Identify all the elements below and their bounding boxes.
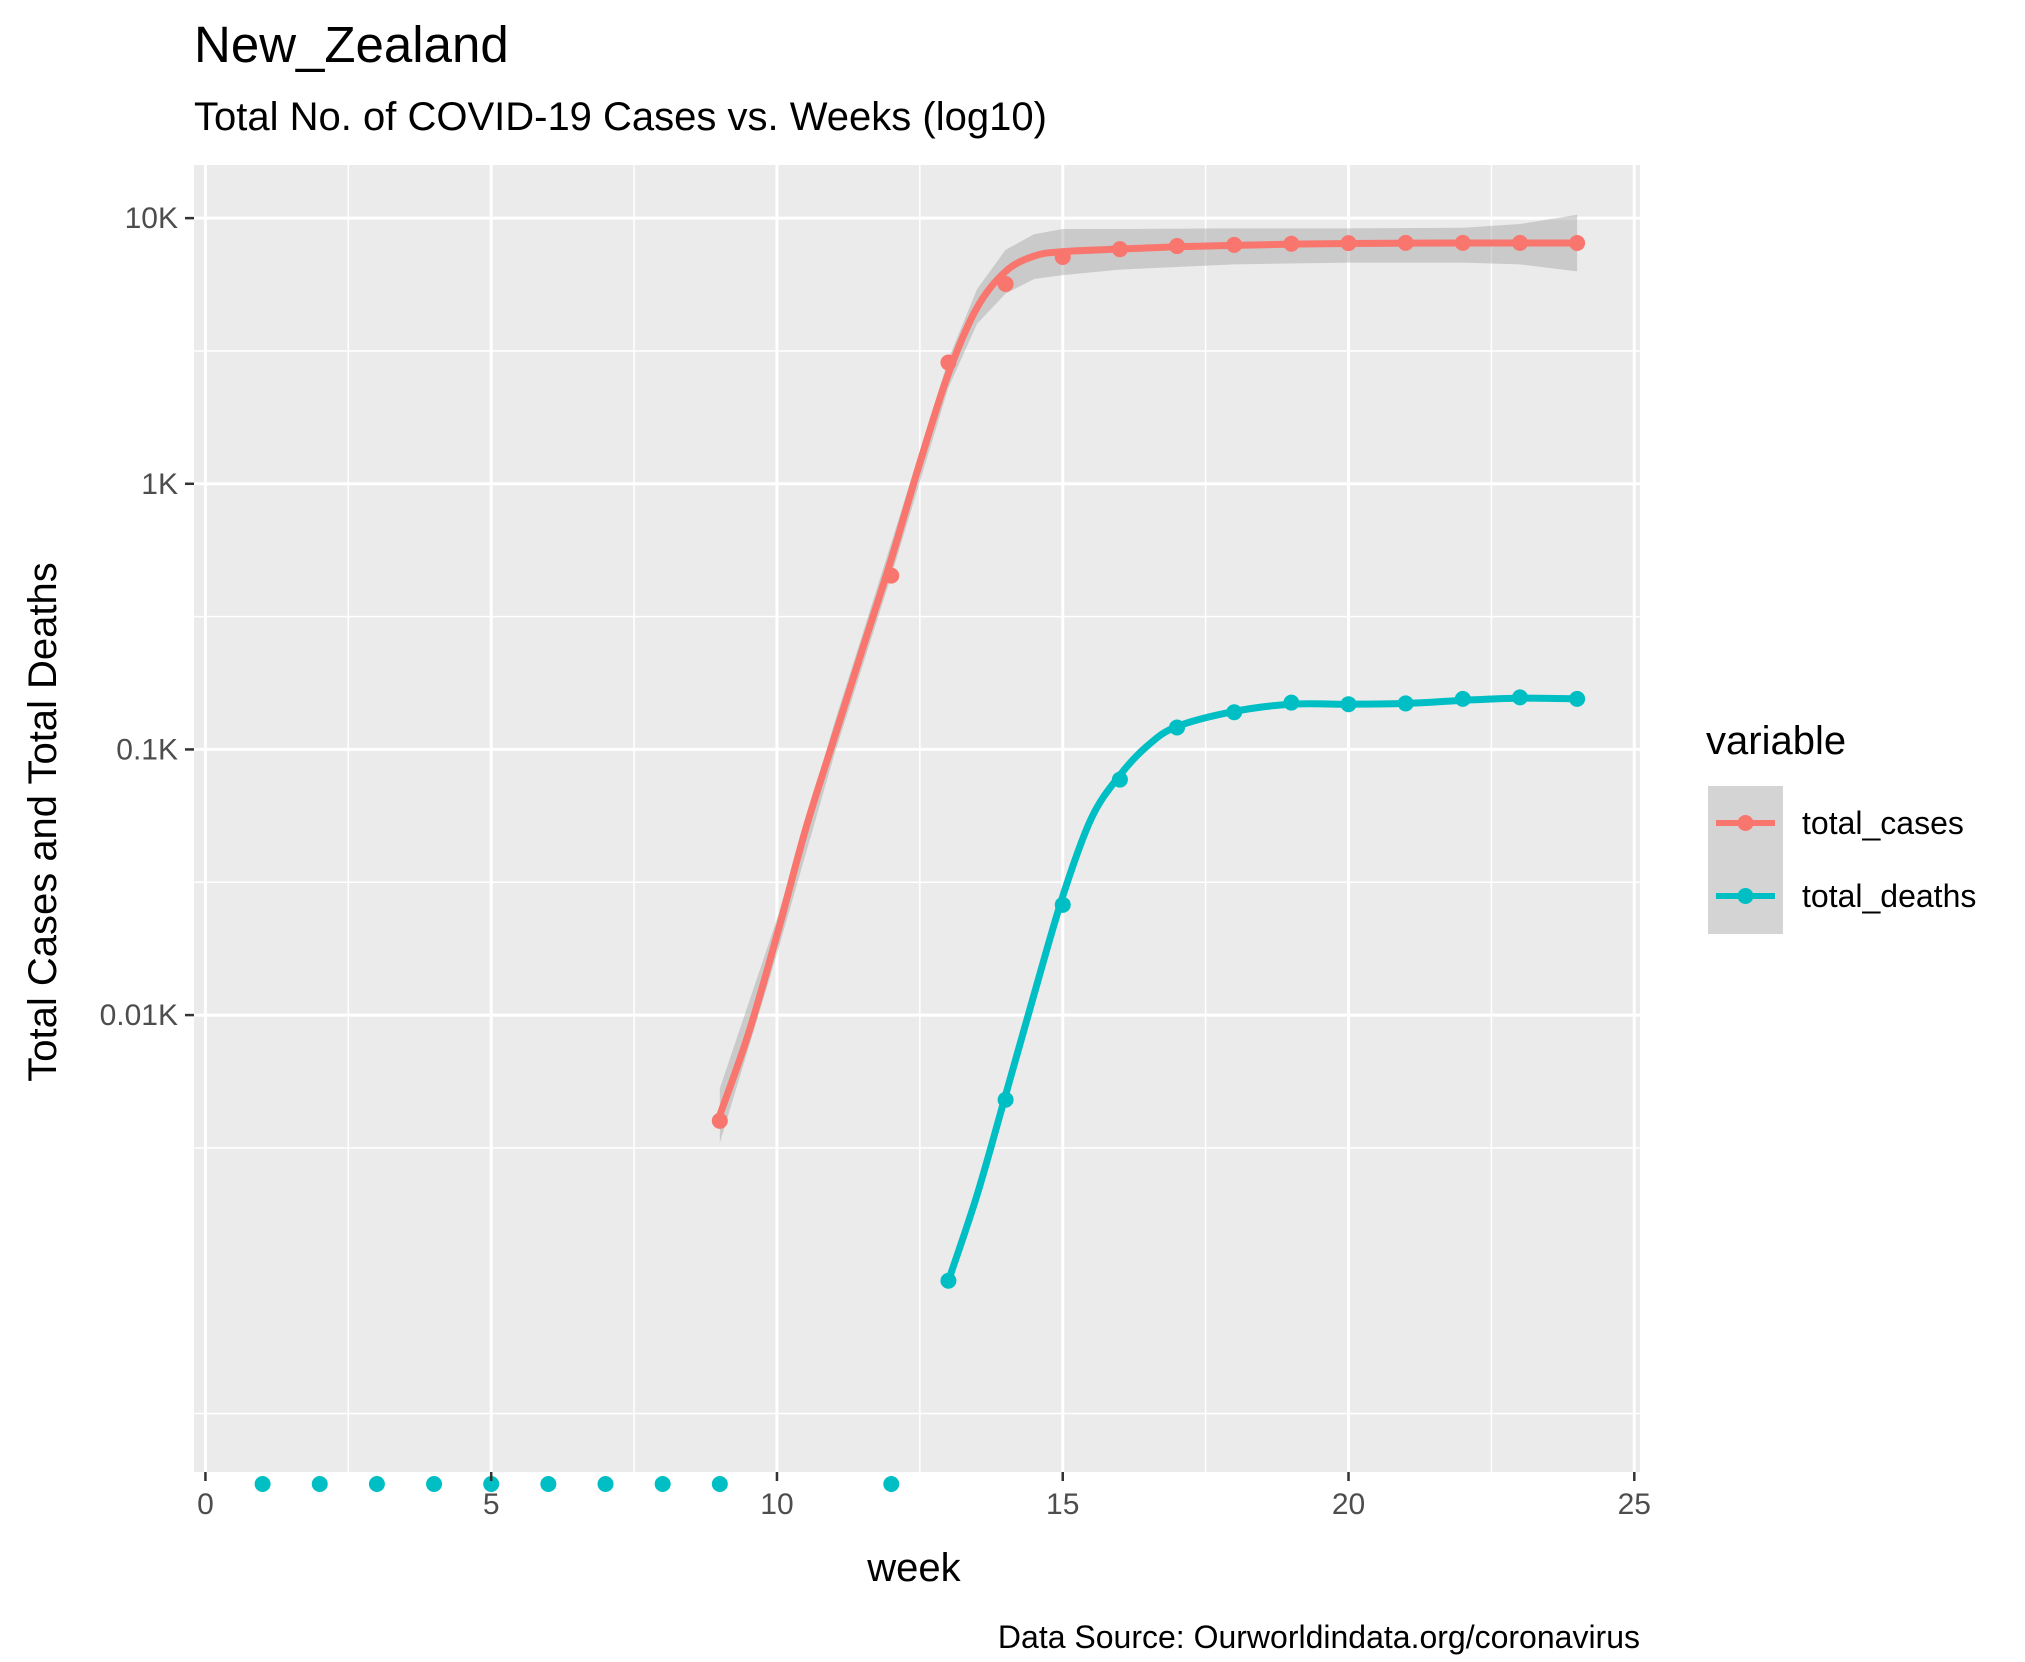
point-total_deaths	[1569, 690, 1586, 707]
chart-subtitle: Total No. of COVID-19 Cases vs. Weeks (l…	[194, 95, 1047, 139]
point-total_deaths	[1397, 695, 1414, 712]
point-total_deaths-zero	[311, 1476, 328, 1492]
point-total_deaths	[1111, 771, 1128, 788]
grid-major	[194, 165, 1640, 1472]
x-tick-label: 0	[197, 1488, 214, 1521]
y-tick-label: 0.1K	[116, 733, 178, 766]
point-total_cases	[1054, 248, 1071, 265]
point-total_deaths	[997, 1091, 1014, 1108]
x-tick-label: 25	[1618, 1488, 1651, 1521]
point-total_cases	[1169, 238, 1186, 255]
point-total_deaths	[1054, 896, 1071, 913]
point-total_deaths-zero	[483, 1476, 500, 1492]
point-total_deaths-zero	[426, 1476, 443, 1492]
point-total_cases	[997, 275, 1014, 292]
legend-key-point	[1737, 815, 1754, 831]
line-total_deaths	[944, 694, 1581, 1285]
x-tick-label: 10	[760, 1488, 793, 1521]
y-axis: 0.01K 0.1K 1K 10K	[100, 202, 194, 1032]
point-total_deaths	[1340, 696, 1357, 713]
x-tick-label: 5	[483, 1488, 500, 1521]
x-axis: 0 5 10 15 20 25	[197, 1472, 1651, 1521]
data-points	[254, 234, 1586, 1492]
point-total_cases	[1111, 241, 1128, 258]
point-total_deaths	[1283, 694, 1300, 711]
point-total_cases	[1397, 234, 1414, 251]
y-tick-label: 1K	[141, 468, 178, 501]
chart-title: New_Zealand	[194, 16, 509, 73]
point-total_deaths-zero	[711, 1476, 728, 1492]
legend-title: variable	[1706, 719, 1846, 763]
point-total_deaths	[1226, 704, 1243, 721]
point-total_cases	[940, 354, 957, 371]
point-total_cases	[711, 1112, 728, 1129]
point-total_cases	[883, 567, 900, 584]
point-total_deaths-zero	[597, 1476, 614, 1492]
point-total_deaths	[1511, 689, 1528, 706]
legend-key-point	[1737, 888, 1754, 904]
point-total_deaths-zero	[254, 1476, 271, 1492]
point-total_deaths	[940, 1272, 957, 1289]
plot-panel	[194, 165, 1640, 1492]
x-tick-label: 20	[1332, 1488, 1365, 1521]
point-total_cases	[1340, 235, 1357, 252]
point-total_deaths	[1454, 690, 1471, 707]
point-total_cases	[1454, 234, 1471, 251]
legend: variable total_cases total_deaths	[1706, 719, 1976, 934]
point-total_deaths	[1169, 719, 1186, 736]
y-tick-label: 0.01K	[100, 999, 178, 1032]
legend-key-background	[1708, 786, 1783, 934]
caption: Data Source: Ourworldindata.org/coronavi…	[998, 1619, 1640, 1655]
x-tick-label: 15	[1046, 1488, 1079, 1521]
point-total_cases	[1226, 236, 1243, 253]
point-total_deaths-zero	[883, 1476, 900, 1492]
grid-minor	[194, 165, 1640, 1472]
legend-label: total_deaths	[1802, 878, 1976, 914]
legend-keys: total_cases total_deaths	[1716, 805, 1976, 914]
y-axis-title: Total Cases and Total Deaths	[21, 562, 65, 1082]
point-total_cases	[1511, 234, 1528, 251]
legend-label: total_cases	[1802, 805, 1964, 841]
panel-background	[194, 165, 1640, 1472]
x-axis-title: week	[866, 1546, 961, 1590]
point-total_deaths-zero	[540, 1476, 557, 1492]
point-total_deaths-zero	[368, 1476, 385, 1492]
point-total_cases	[1569, 235, 1586, 252]
y-tick-label: 10K	[125, 202, 178, 235]
point-total_deaths-zero	[654, 1476, 671, 1492]
point-total_cases	[1283, 235, 1300, 252]
